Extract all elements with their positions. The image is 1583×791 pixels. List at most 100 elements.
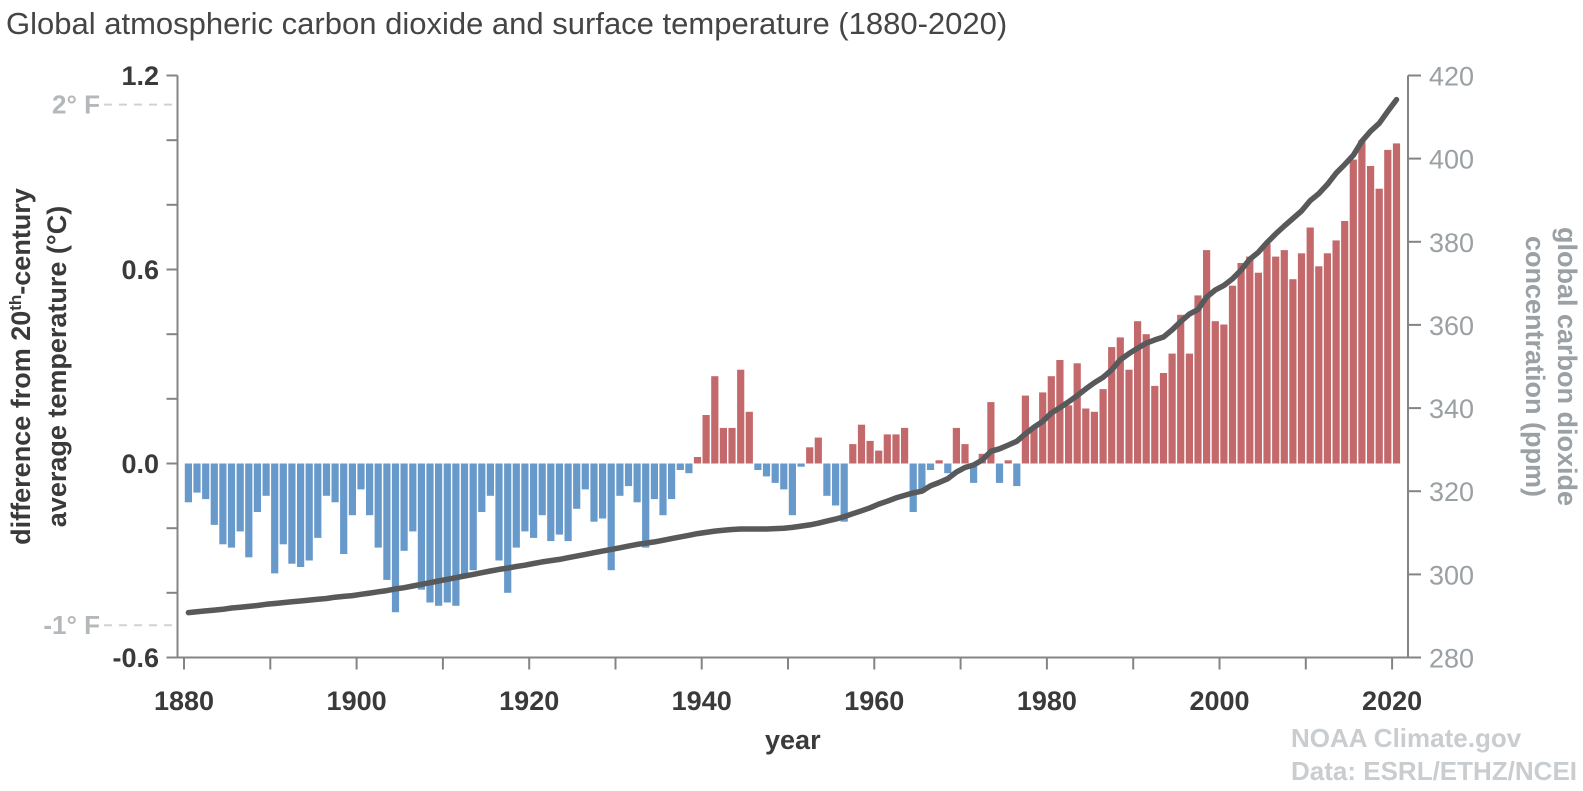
temp-bar	[1358, 140, 1366, 464]
temp-bar	[1263, 243, 1271, 464]
right-axis-title-line1: global carbon dioxide	[1552, 227, 1582, 506]
temp-bar	[1099, 389, 1107, 464]
temp-bar	[1375, 188, 1383, 464]
x-tick-label: 1880	[154, 686, 214, 716]
x-tick-label: 1920	[499, 686, 559, 716]
temp-bar	[521, 463, 529, 532]
temp-bar	[1185, 353, 1193, 464]
temp-bar	[495, 463, 503, 561]
right-axis-title-line2: concentration (ppm)	[1520, 236, 1550, 497]
temp-bar	[271, 463, 279, 574]
temp-bar	[184, 463, 192, 503]
temp-bar	[840, 463, 848, 522]
temp-bar	[547, 463, 555, 542]
temp-bar	[952, 427, 960, 464]
left-axis-title-line2: average temperature (°C)	[42, 206, 72, 527]
temp-bar	[1134, 321, 1142, 464]
x-tick-label: 1940	[672, 686, 732, 716]
temp-bar	[581, 463, 589, 490]
temperature-bars	[184, 140, 1401, 613]
temp-bar	[1142, 334, 1150, 464]
right-tick-label: 380	[1429, 228, 1474, 258]
temp-bar	[1125, 369, 1133, 464]
temp-bar	[288, 463, 296, 564]
temp-bar	[193, 463, 201, 493]
left-axis-ticks: 1.2 0.6 0.0 -0.6	[112, 61, 178, 673]
temp-bar	[1194, 295, 1202, 464]
temp-bar	[935, 460, 943, 464]
temp-bar	[219, 463, 227, 545]
left-tick-label: 0.6	[121, 255, 159, 285]
temp-bar	[849, 444, 857, 464]
temp-bar	[590, 463, 598, 522]
temp-bar	[262, 463, 270, 496]
temp-bar	[1332, 240, 1340, 464]
temp-bar	[1108, 347, 1116, 464]
temp-bar	[1272, 256, 1280, 464]
temp-bar	[771, 463, 779, 483]
credit-source: NOAA Climate.gov	[1291, 723, 1522, 753]
temp-bar	[1246, 256, 1254, 464]
temp-bar	[391, 463, 400, 613]
temp-bar	[426, 463, 434, 603]
temp-bar	[253, 463, 261, 512]
temp-bar	[1341, 221, 1349, 464]
temp-bar	[322, 463, 331, 496]
right-tick-label: 420	[1429, 62, 1474, 92]
temp-bar	[780, 463, 788, 490]
temp-bar	[443, 463, 451, 603]
temp-bar	[366, 463, 374, 516]
temp-bar	[469, 463, 477, 571]
temp-bar	[832, 463, 840, 506]
temp-bar	[202, 463, 210, 500]
temp-bar	[1228, 285, 1237, 464]
temp-bar	[573, 463, 581, 509]
temp-bar	[504, 463, 512, 593]
temp-bar	[1315, 266, 1323, 464]
temp-bar	[486, 463, 494, 496]
left-tick-label: 1.2	[121, 61, 159, 91]
temp-bar	[685, 463, 693, 474]
temp-bar	[1090, 411, 1098, 464]
temp-bar	[797, 463, 805, 467]
temp-bar	[530, 463, 538, 538]
temp-bar	[383, 463, 391, 580]
temp-bar	[599, 463, 607, 519]
temp-bar	[1220, 324, 1228, 464]
temp-bar	[1254, 272, 1262, 464]
temp-bar	[668, 463, 676, 500]
fahrenheit-reference-lines: 2° F -1° F	[43, 90, 176, 640]
temp-bar	[987, 402, 995, 464]
temp-bar	[452, 463, 460, 606]
temp-bar	[1004, 460, 1012, 464]
temp-bar	[944, 463, 952, 474]
co2-line	[185, 96, 1400, 616]
temp-bar	[357, 463, 365, 490]
temp-bar	[676, 463, 684, 470]
temp-bar	[650, 463, 658, 500]
temp-bar	[227, 463, 236, 548]
x-axis-title: year	[765, 725, 821, 755]
temp-bar	[460, 463, 469, 577]
temp-bar	[1289, 279, 1297, 464]
temp-bar	[711, 376, 719, 464]
temp-bar	[702, 415, 710, 464]
temp-bar	[1151, 385, 1159, 464]
temp-bar	[693, 457, 702, 464]
temp-bar	[478, 463, 486, 512]
temp-bar	[512, 463, 520, 548]
temp-bar	[607, 463, 615, 571]
temp-bar	[1030, 427, 1038, 464]
temp-bar	[823, 463, 831, 496]
temp-bar	[1306, 227, 1314, 464]
temp-bar	[409, 463, 417, 532]
temp-bar	[305, 463, 313, 561]
temp-bar	[1323, 253, 1331, 464]
temp-bar	[918, 463, 926, 493]
fahrenheit-ref-label: -1° F	[43, 610, 100, 640]
fahrenheit-ref-label: 2° F	[52, 90, 100, 120]
right-axis-ticks: 420 400 380 360 340 320 300 280	[1408, 62, 1474, 674]
right-tick-label: 320	[1429, 477, 1474, 507]
